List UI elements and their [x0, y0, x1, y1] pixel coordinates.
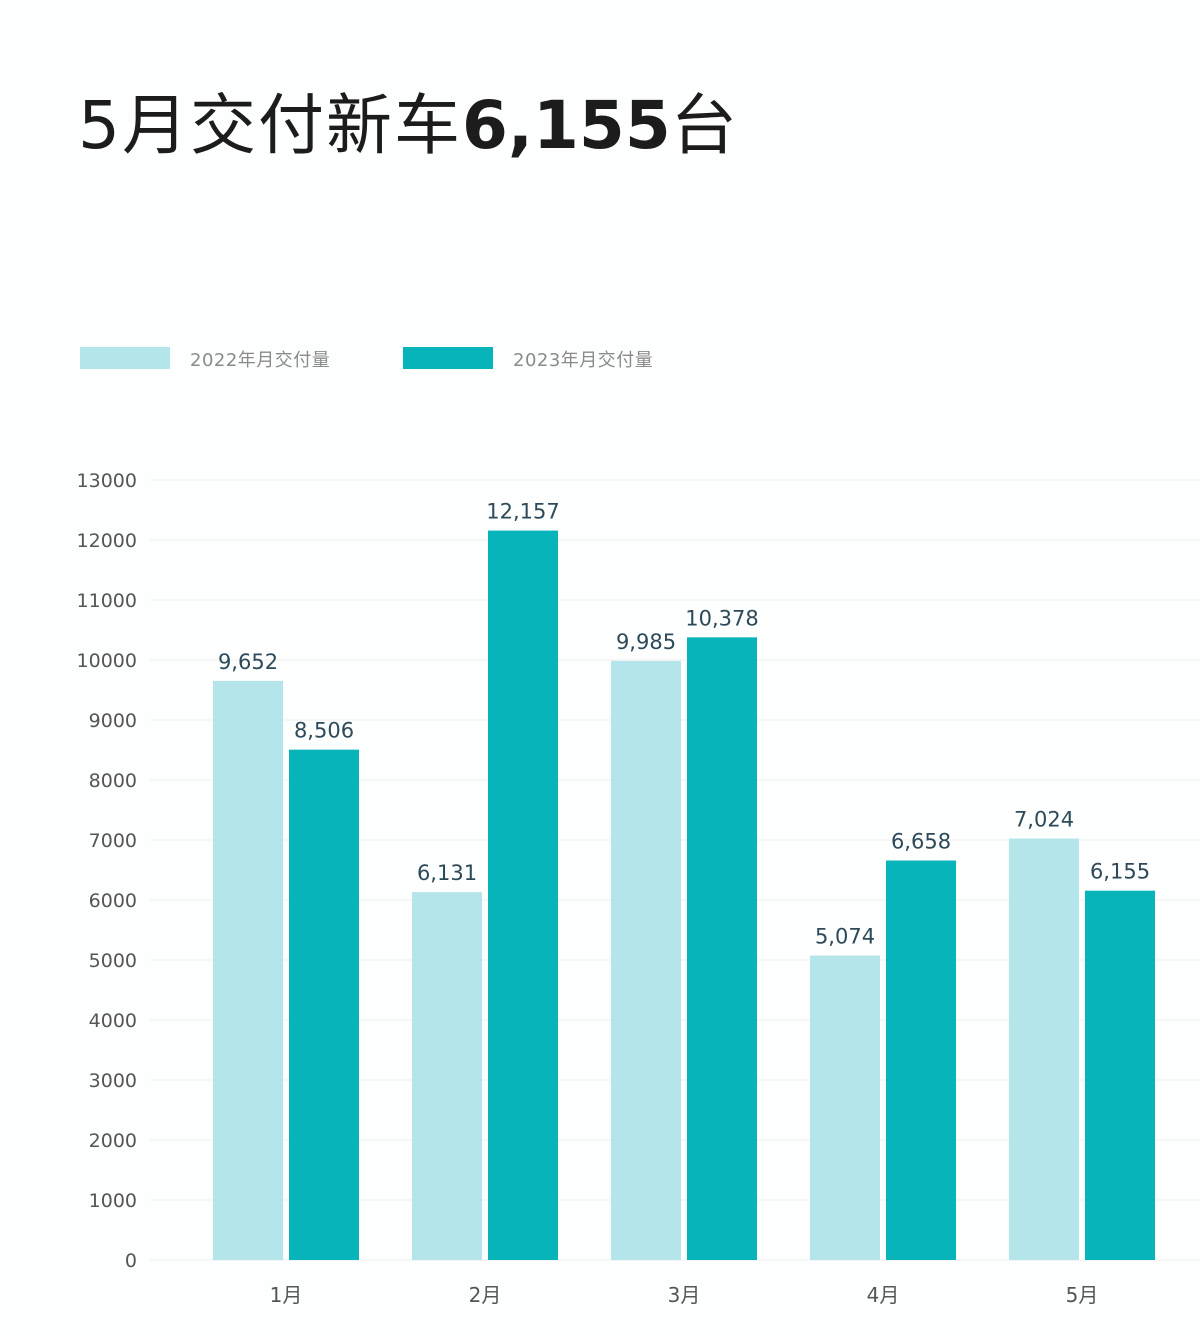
- y-tick-label: 4000: [89, 1010, 137, 1032]
- x-tick-label: 5月: [1066, 1283, 1099, 1307]
- y-tick-label: 10000: [77, 650, 137, 672]
- legend-swatch-2022: [80, 347, 170, 369]
- bar-2022: [213, 680, 283, 1260]
- bar-value-label: 10,378: [685, 606, 758, 630]
- bar-value-label: 8,506: [294, 719, 354, 743]
- bar-value-label: 7,024: [1014, 808, 1074, 832]
- bar-2022: [810, 955, 880, 1260]
- legend-label-2023: 2023年月交付量: [513, 350, 654, 371]
- page-title: 5月交付新车6,155台: [78, 72, 739, 168]
- y-tick-label: 5000: [89, 950, 137, 972]
- bar-2022: [611, 660, 681, 1260]
- bar-2022: [412, 892, 482, 1260]
- bar-2023: [1085, 890, 1155, 1260]
- title-prefix: 5月交付新车: [78, 87, 462, 164]
- x-tick-label: 3月: [668, 1283, 701, 1307]
- y-tick-label: 2000: [89, 1130, 137, 1152]
- y-tick-label: 13000: [77, 470, 137, 492]
- bar-value-label: 6,155: [1090, 860, 1150, 884]
- y-tick-label: 11000: [77, 590, 137, 612]
- y-tick-label: 8000: [89, 770, 137, 792]
- bar-value-label: 6,658: [891, 830, 951, 854]
- label-layer: 0 1000 2000 3000 4000 5000 6000 7000 8000 9000 100…: [77, 470, 1151, 1307]
- bar-layer: [213, 530, 1155, 1260]
- y-tick-label: 9000: [89, 710, 137, 732]
- bar-2022: [1009, 838, 1079, 1260]
- bar-value-label: 9,985: [616, 630, 676, 654]
- y-tick-label: 0: [125, 1250, 137, 1272]
- y-tick-label: 1000: [89, 1190, 137, 1212]
- x-tick-label: 4月: [867, 1283, 900, 1307]
- legend-swatch-2023: [403, 347, 493, 369]
- bar-value-label: 12,157: [486, 500, 559, 524]
- bar-2023: [886, 860, 956, 1260]
- title-suffix: 台: [670, 87, 739, 164]
- title-number: 6,155: [462, 87, 671, 164]
- x-tick-label: 2月: [469, 1283, 502, 1307]
- y-tick-label: 7000: [89, 830, 137, 852]
- bar-value-label: 9,652: [218, 650, 278, 674]
- bar-2023: [687, 637, 757, 1260]
- x-tick-label: 1月: [270, 1283, 303, 1307]
- bar-2023: [289, 749, 359, 1260]
- bar-2023: [488, 530, 558, 1260]
- bar-value-label: 5,074: [815, 925, 875, 949]
- y-tick-label: 6000: [89, 890, 137, 912]
- y-tick-label: 3000: [89, 1070, 137, 1092]
- legend-label-2022: 2022年月交付量: [190, 350, 331, 371]
- y-tick-label: 12000: [77, 530, 137, 552]
- bar-value-label: 6,131: [417, 861, 477, 885]
